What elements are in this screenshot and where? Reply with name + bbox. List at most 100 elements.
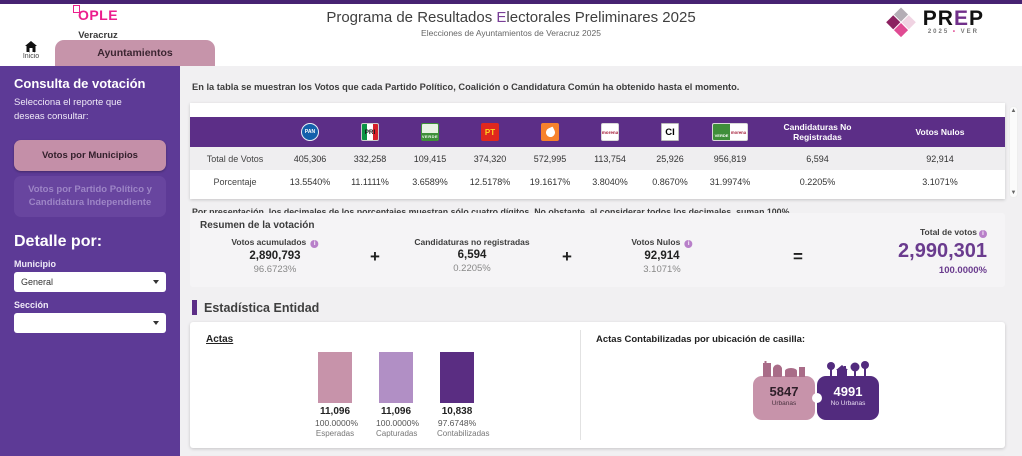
pvem-column-header: VERDE [400,117,460,147]
equals-sign: = [793,247,803,266]
mc-logo [541,123,559,141]
bar-value: 10,838 [441,406,473,417]
app-header: OPLE Veracruz Programa de Resultados Ele… [0,4,1022,44]
city-icon [763,361,805,377]
bar-group-esperadas: 11,096 100.0000% Esperadas [315,352,358,438]
pt-column-header: PT [460,117,520,147]
table-header-row: PAN PRI VERDE PT morena CI VERDE morena Candidat… [190,117,1005,147]
bar-group-capturadas: 11,096 100.0000% Capturadas [376,352,419,438]
ci-logo: CI [661,123,679,141]
actas-link[interactable]: Actas [206,334,234,345]
actas-bar-chart: 11,096 100.0000% Esperadas 11,096 100.0000% C… [315,352,490,438]
municipio-select[interactable]: General [14,272,166,293]
morena-total-votes: 113,754 [594,153,626,164]
row-label-total: Total de Votos [206,153,264,164]
table-scrollbar[interactable]: ▲ ▼ [1009,106,1018,198]
ci-column-header: CI [640,117,700,147]
pt-total-votes: 374,320 [473,153,507,164]
ci-percentage: 0.8670% [652,176,688,187]
sidebar: Consulta de votación Selecciona el repor… [0,66,180,456]
urbanas-label: Urbanas [771,400,797,407]
results-table: PAN PRI VERDE PT morena CI VERDE morena Candidat… [190,103,1005,199]
vote-summary-panel: Resumen de la votación Total de votos i 2… [190,213,1005,287]
mc-column-header [520,117,580,147]
municipio-select-value: General [21,277,54,288]
summary-item-label: Votos acumulados i [231,237,319,248]
bar-category: Capturadas [376,429,418,438]
no-urbanas-label: No Urbanas [830,400,866,407]
pri-total-votes: 332,258 [353,153,387,164]
rural-icon [827,361,869,377]
row-label-pct: Porcentaje [213,176,257,187]
table-footnote: Por presentación, los decimales de los p… [192,207,792,217]
chevron-down-icon [153,321,159,326]
mc-total-votes: 572,995 [533,153,567,164]
pvem-morena-percentage: 31.9974% [709,176,751,187]
prep-year-state: 2025 • VER [927,29,979,35]
votos-por-municipios-button[interactable]: Votos por Municipios [14,139,166,171]
summary-item-value: 6,594 [457,249,487,261]
top-accent-bar [0,0,1022,4]
seccion-select[interactable] [14,313,166,334]
badge-connector-dot [812,393,822,403]
prep-wordmark: PREP [922,7,984,30]
summary-item-label: Votos Nulos i [631,237,693,248]
pt-percentage: 12.5178% [469,176,511,187]
no-urbanas-badge: 4991 No Urbanas [817,361,879,420]
plus-sign: + [562,247,572,266]
chevron-down-icon [153,280,159,285]
pvem-percentage: 3.6589% [412,176,448,187]
pri-column-header: PRI [340,117,400,147]
total-votes-pct: 100.0000% [938,265,987,276]
votos-por-partido-button[interactable]: Votos por Partido Político y Candidatura… [14,175,166,218]
casillas-title: Actas Contabilizadas por ubicación de ca… [596,334,806,345]
pvem-logo: VERDE [421,123,439,141]
ople-logo-text: OPLE [72,5,119,23]
main-content: En la tabla se muestran los Votos que ca… [180,66,1022,456]
morena-logo: morena [601,123,619,141]
no-registradas-total-votes: 6,594 [806,153,829,164]
page-subtitle: Elecciones de Ayuntamientos de Veracruz … [421,28,601,38]
pan-logo: PAN [301,123,319,141]
bar-value: 11,096 [380,406,412,417]
no-registradas-percentage: 0.2205% [799,176,836,187]
mc-percentage: 19.1617% [529,176,571,187]
pvem-morena-total-votes: 956,819 [713,153,747,164]
scrollbar-up-icon[interactable]: ▲ [1010,108,1017,114]
info-icon[interactable]: i [979,230,987,238]
estadistica-card: Actas 11,096 100.0000% Esperadas 11,096 100.… [190,322,1005,448]
card-divider [580,330,581,440]
summary-item-2: Votos Nulos i 92,914 3.1071% [631,237,693,275]
summary-item-value: 2,890,793 [249,250,301,262]
urbanas-value: 5847 [769,384,799,399]
nav-home-label: Inicio [22,53,40,60]
plus-sign: + [370,247,380,266]
summary-item-label: Candidaturas no registradas [414,237,530,247]
pri-percentage: 11.1111% [351,176,389,187]
summary-item-pct: 0.2205% [453,263,491,274]
tab-ayuntamientos[interactable]: Ayuntamientos [55,40,215,66]
bar [379,352,413,403]
no-urbanas-value: 4991 [833,384,863,399]
pan-total-votes: 405,306 [293,153,327,164]
total-votes-label: Total de votos i [898,227,987,238]
urbanas-badge: 5847 Urbanas [753,361,815,420]
bar-category: Esperadas [315,429,355,438]
bar-category: Contabilizadas [437,429,490,438]
scrollbar-down-icon[interactable]: ▼ [1010,190,1017,196]
info-icon[interactable]: i [684,240,693,248]
nav-home[interactable]: Inicio [16,41,46,60]
pvem-total-votes: 109,415 [413,153,447,164]
summary-item-value: 92,914 [644,250,680,262]
no-registradas-column-header: Candidaturas No Registradas [783,122,852,142]
info-icon[interactable]: i [310,240,319,248]
summary-item-1: Candidaturas no registradas 6,594 0.2205% [414,237,529,274]
pri-logo: PRI [361,123,379,141]
pvem-morena-column-header: VERDE morena [700,117,760,147]
bar [440,352,474,403]
pan-percentage: 13.5540% [289,176,331,187]
estadistica-header: Estadística Entidad [192,300,319,315]
nulos-column-header: Votos Nulos [915,127,965,137]
detail-by-title: Detalle por: [14,233,103,251]
page-title: Programa de Resultados Electorales Preli… [326,9,696,26]
